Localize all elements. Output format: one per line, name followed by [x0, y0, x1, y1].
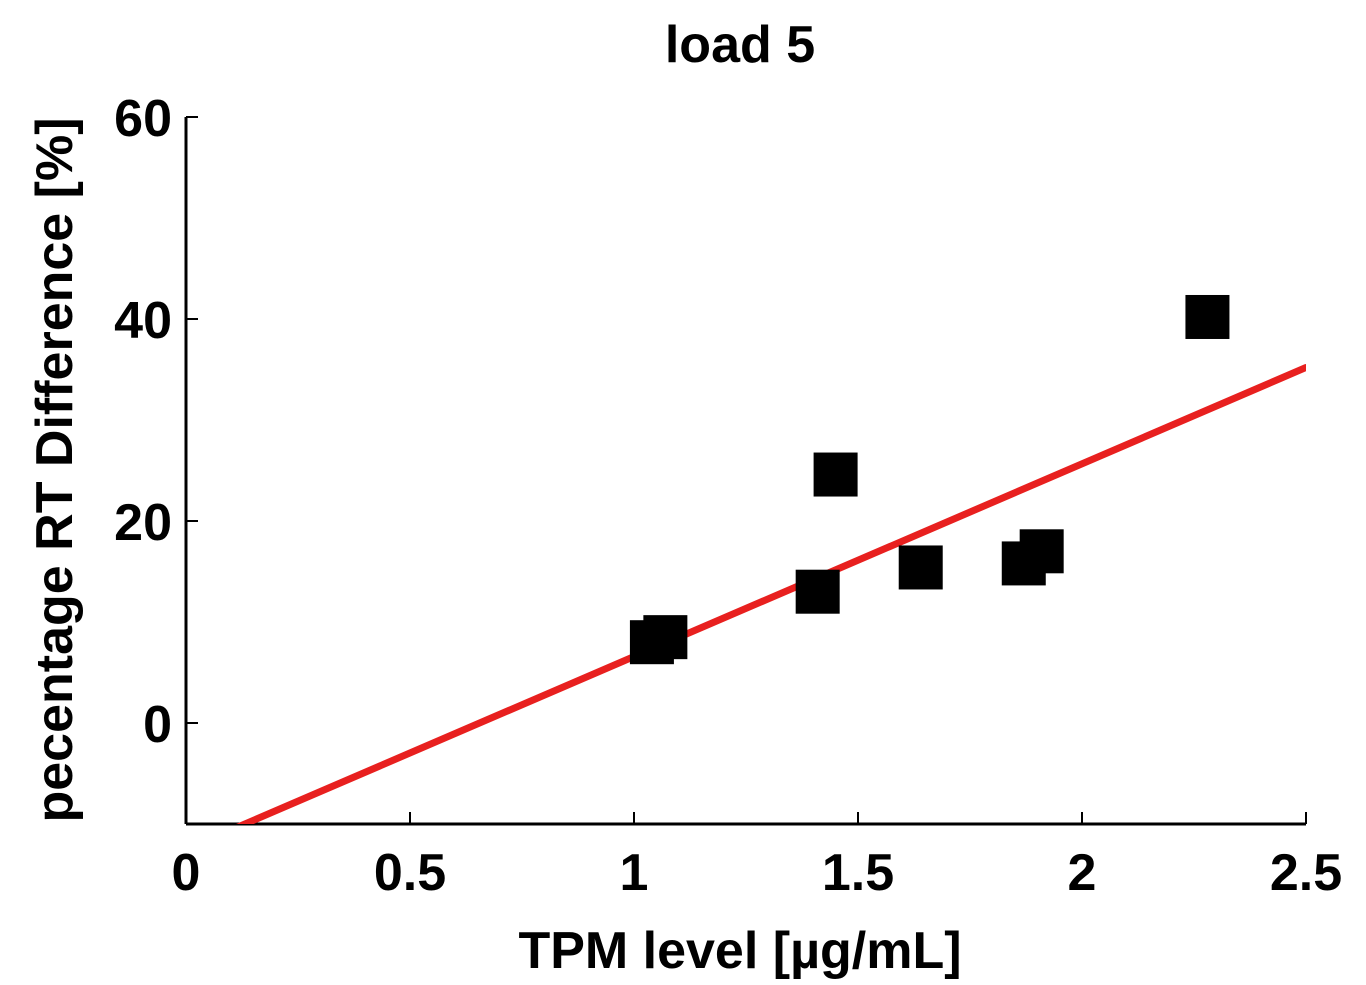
x-tick-label: 2.5	[1270, 844, 1342, 902]
x-tick-label: 1.5	[822, 844, 894, 902]
x-tick-label: 2	[1068, 844, 1097, 902]
plot-area: 0 0.5 1 1.5 2 2.5 0 20 40 60	[114, 90, 1342, 902]
x-tick-label: 1	[620, 844, 649, 902]
data-point	[1019, 529, 1064, 574]
x-tick-label: 0	[172, 844, 201, 902]
data-point	[795, 569, 840, 614]
y-tick-label: 40	[114, 292, 172, 350]
chart-title: load 5	[665, 16, 815, 74]
y-axis-label: pecentage RT Difference [%]	[26, 117, 84, 822]
data-point	[643, 615, 688, 660]
fit-line	[236, 363, 1306, 824]
data-point	[898, 545, 943, 590]
x-axis-label: TPM level [µg/mL]	[518, 922, 961, 980]
data-point	[813, 452, 858, 497]
x-tick-label: 0.5	[374, 844, 446, 902]
y-tick-label: 20	[114, 494, 172, 552]
y-tick-label: 0	[143, 696, 172, 754]
data-point	[1185, 294, 1230, 339]
y-tick-label: 60	[114, 90, 172, 148]
